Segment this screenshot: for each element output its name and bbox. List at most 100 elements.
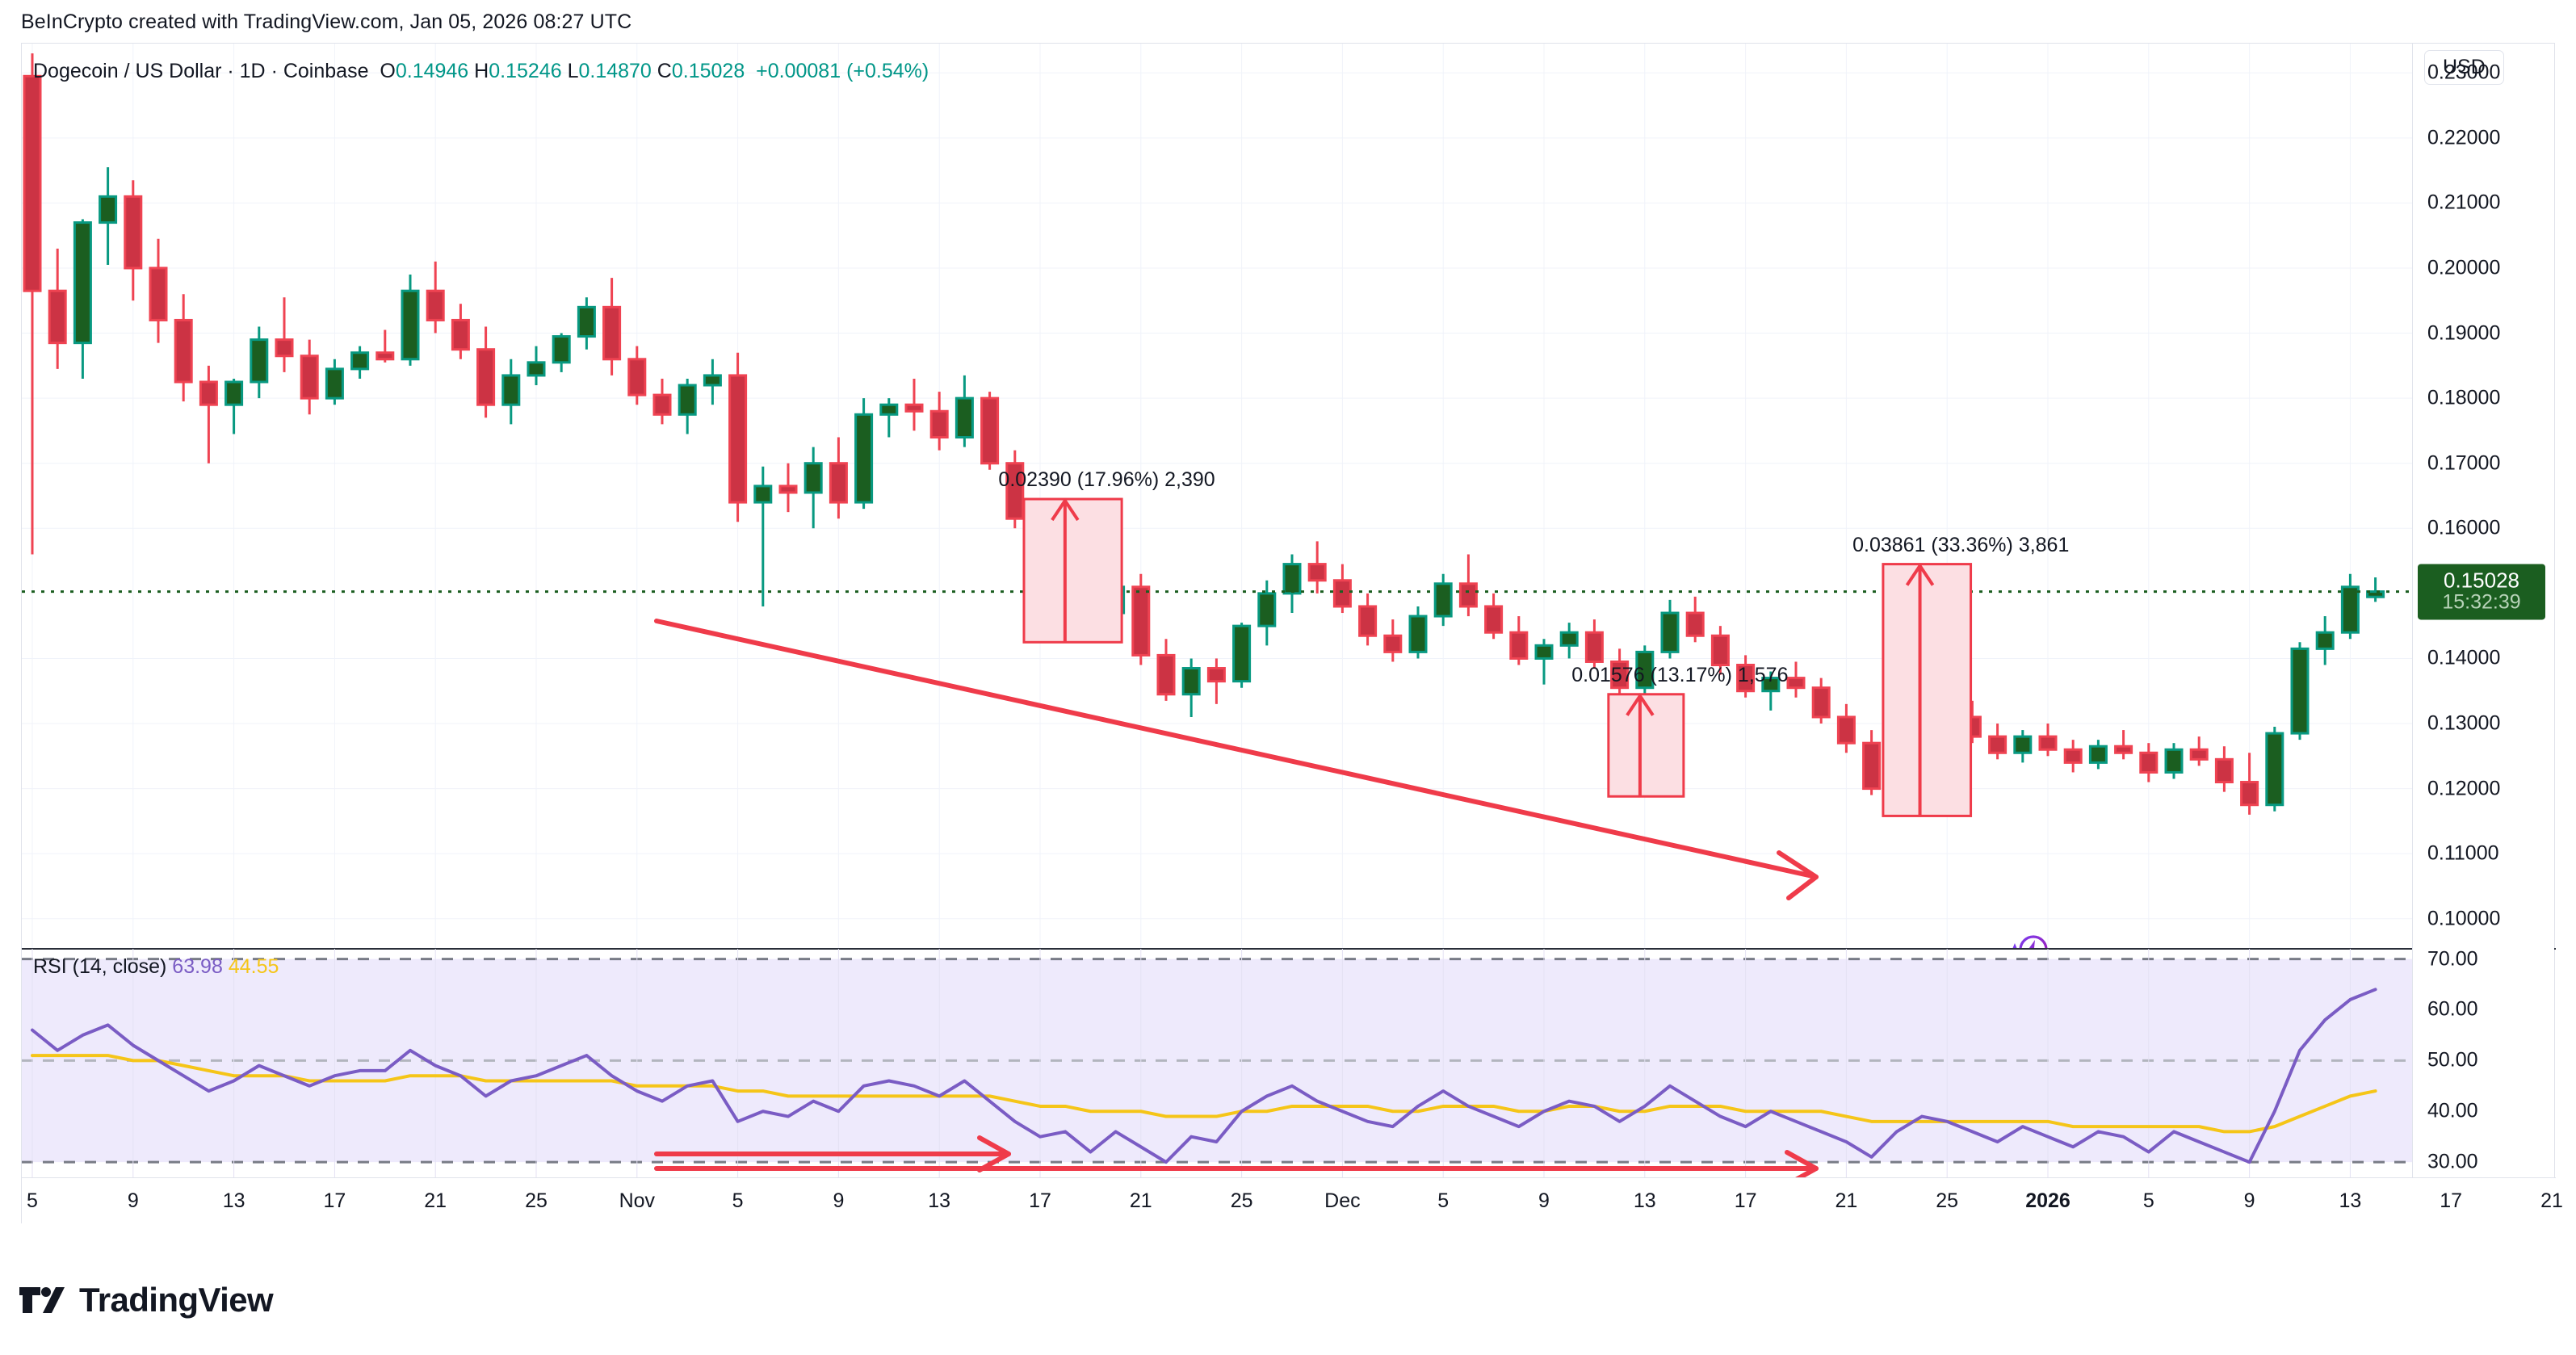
candle [2164, 743, 2184, 779]
candle [527, 346, 546, 386]
candle [2114, 730, 2133, 760]
price-axis[interactable]: USD 0.23000 0.22000 0.21000 0.20000 0.19000 0… [2412, 44, 2554, 1177]
price-tick-label: 0.12000 [2427, 777, 2501, 800]
legend-sep-1: · [221, 60, 240, 82]
candle [199, 365, 218, 464]
legend-symbol[interactable]: Dogecoin / US Dollar [33, 60, 222, 82]
candle [1332, 564, 1352, 614]
candle [1232, 623, 1252, 688]
rsi-tick-label: 50.00 [2427, 1048, 2478, 1072]
candle [2214, 746, 2234, 792]
legend-interval[interactable]: 1D [239, 60, 266, 82]
candle [904, 378, 924, 431]
candle [1710, 626, 1730, 675]
time-tick-label: 17 [1029, 1189, 1051, 1212]
legend-open-value: 0.14946 [395, 60, 469, 82]
time-tick-label: Nov [619, 1189, 656, 1212]
time-tick-label: 13 [1633, 1189, 1656, 1212]
candle [149, 238, 168, 343]
candle [1433, 573, 1453, 627]
time-tick-label: 5 [732, 1189, 744, 1212]
rsi-ma-legend-value: 44.55 [228, 955, 279, 978]
time-tick-label: 17 [2440, 1189, 2463, 1212]
candle [2063, 740, 2083, 773]
time-axis[interactable]: 5 9 13 17 21 25 Nov 5 9 13 17 21 25 Dec 5 9 13 17 21 25 2026… [22, 1177, 2563, 1223]
candle [854, 398, 874, 510]
ai-lightning-sparkle-icon[interactable] [2004, 930, 2053, 948]
rsi-legend-value: 63.98 [172, 955, 223, 978]
candle [1458, 554, 1478, 617]
price-tick-label: 0.18000 [2427, 386, 2501, 409]
candle [1584, 619, 1604, 669]
candle [48, 248, 67, 369]
price-tick-label: 0.13000 [2427, 711, 2501, 735]
candle [829, 437, 848, 519]
rsi-legend-name[interactable]: RSI (14, close) [33, 955, 167, 978]
candle [1736, 655, 1756, 698]
price-tick-label: 0.22000 [2427, 126, 2501, 149]
candle [300, 339, 319, 415]
candle [325, 359, 344, 405]
currency-pill[interactable]: USD [2424, 50, 2504, 85]
candle [2366, 577, 2385, 602]
rsi-plot-area[interactable] [22, 949, 2414, 1177]
candle [275, 297, 294, 372]
candle [2240, 753, 2259, 815]
candle [1811, 678, 1831, 724]
candle [250, 326, 269, 399]
candle [1206, 658, 1226, 704]
candle [1836, 703, 1856, 753]
time-tick-label: 21 [424, 1189, 447, 1212]
candle [73, 219, 92, 379]
candle [2290, 642, 2310, 740]
candle [778, 463, 798, 513]
candle [1131, 573, 1151, 665]
candle [1156, 639, 1176, 701]
candle [1685, 596, 1705, 643]
rsi-tick-label: 70.00 [2427, 947, 2478, 971]
time-tick-label: 17 [1734, 1189, 1757, 1212]
price-tick-label: 0.20000 [2427, 256, 2501, 279]
measurement-label: 0.02390 (17.96%) 2,390 [998, 468, 1215, 492]
candle [174, 294, 193, 402]
candle [1509, 616, 1529, 665]
candle [1282, 554, 1302, 614]
price-tick-label: 0.23000 [2427, 61, 2501, 84]
legend-open-key: O [380, 60, 396, 82]
time-tick-label: 13 [2339, 1189, 2362, 1212]
candle [1307, 541, 1327, 594]
candle [1559, 623, 1579, 659]
candle [1786, 661, 1806, 698]
current-price-badge[interactable]: 0.15028 15:32:39 [2418, 564, 2545, 620]
price-tick-label: 0.11000 [2427, 841, 2499, 865]
rsi-tick-label: 30.00 [2427, 1150, 2478, 1173]
price-tick-label: 0.17000 [2427, 451, 2501, 475]
candle [451, 304, 470, 359]
candle [99, 167, 118, 265]
pane-separator[interactable] [22, 948, 2556, 950]
time-tick-label: 25 [1936, 1189, 1959, 1212]
rsi-zone-band [22, 959, 2414, 1163]
candle [703, 359, 722, 405]
candle [1408, 606, 1428, 659]
rsi-tick-label: 40.00 [2427, 1099, 2478, 1122]
tradingview-footer: TradingView [19, 1281, 274, 1319]
candle [753, 466, 773, 606]
candle [2340, 573, 2360, 640]
candle [1862, 730, 1882, 795]
candle [678, 378, 697, 434]
candle [2088, 740, 2108, 770]
legend-high-value: 0.15246 [489, 60, 562, 82]
time-tick-label: Dec [1324, 1189, 1361, 1212]
price-pane[interactable]: Dogecoin / US Dollar · 1D · Coinbase O0.… [22, 44, 2556, 948]
candle [728, 352, 748, 522]
price-plot-area[interactable] [22, 44, 2414, 948]
rsi-pane[interactable]: RSI (14, close) 63.98 44.55 [22, 949, 2556, 1177]
legend-high-key: H [474, 60, 489, 82]
candle [1383, 619, 1403, 662]
legend-low-key: L [567, 60, 579, 82]
rsi-uptrend-arrow-2 [654, 1150, 1819, 1177]
candle [1761, 671, 1781, 711]
legend-exchange[interactable]: Coinbase [283, 60, 369, 82]
legend-sep-2: · [265, 60, 283, 82]
